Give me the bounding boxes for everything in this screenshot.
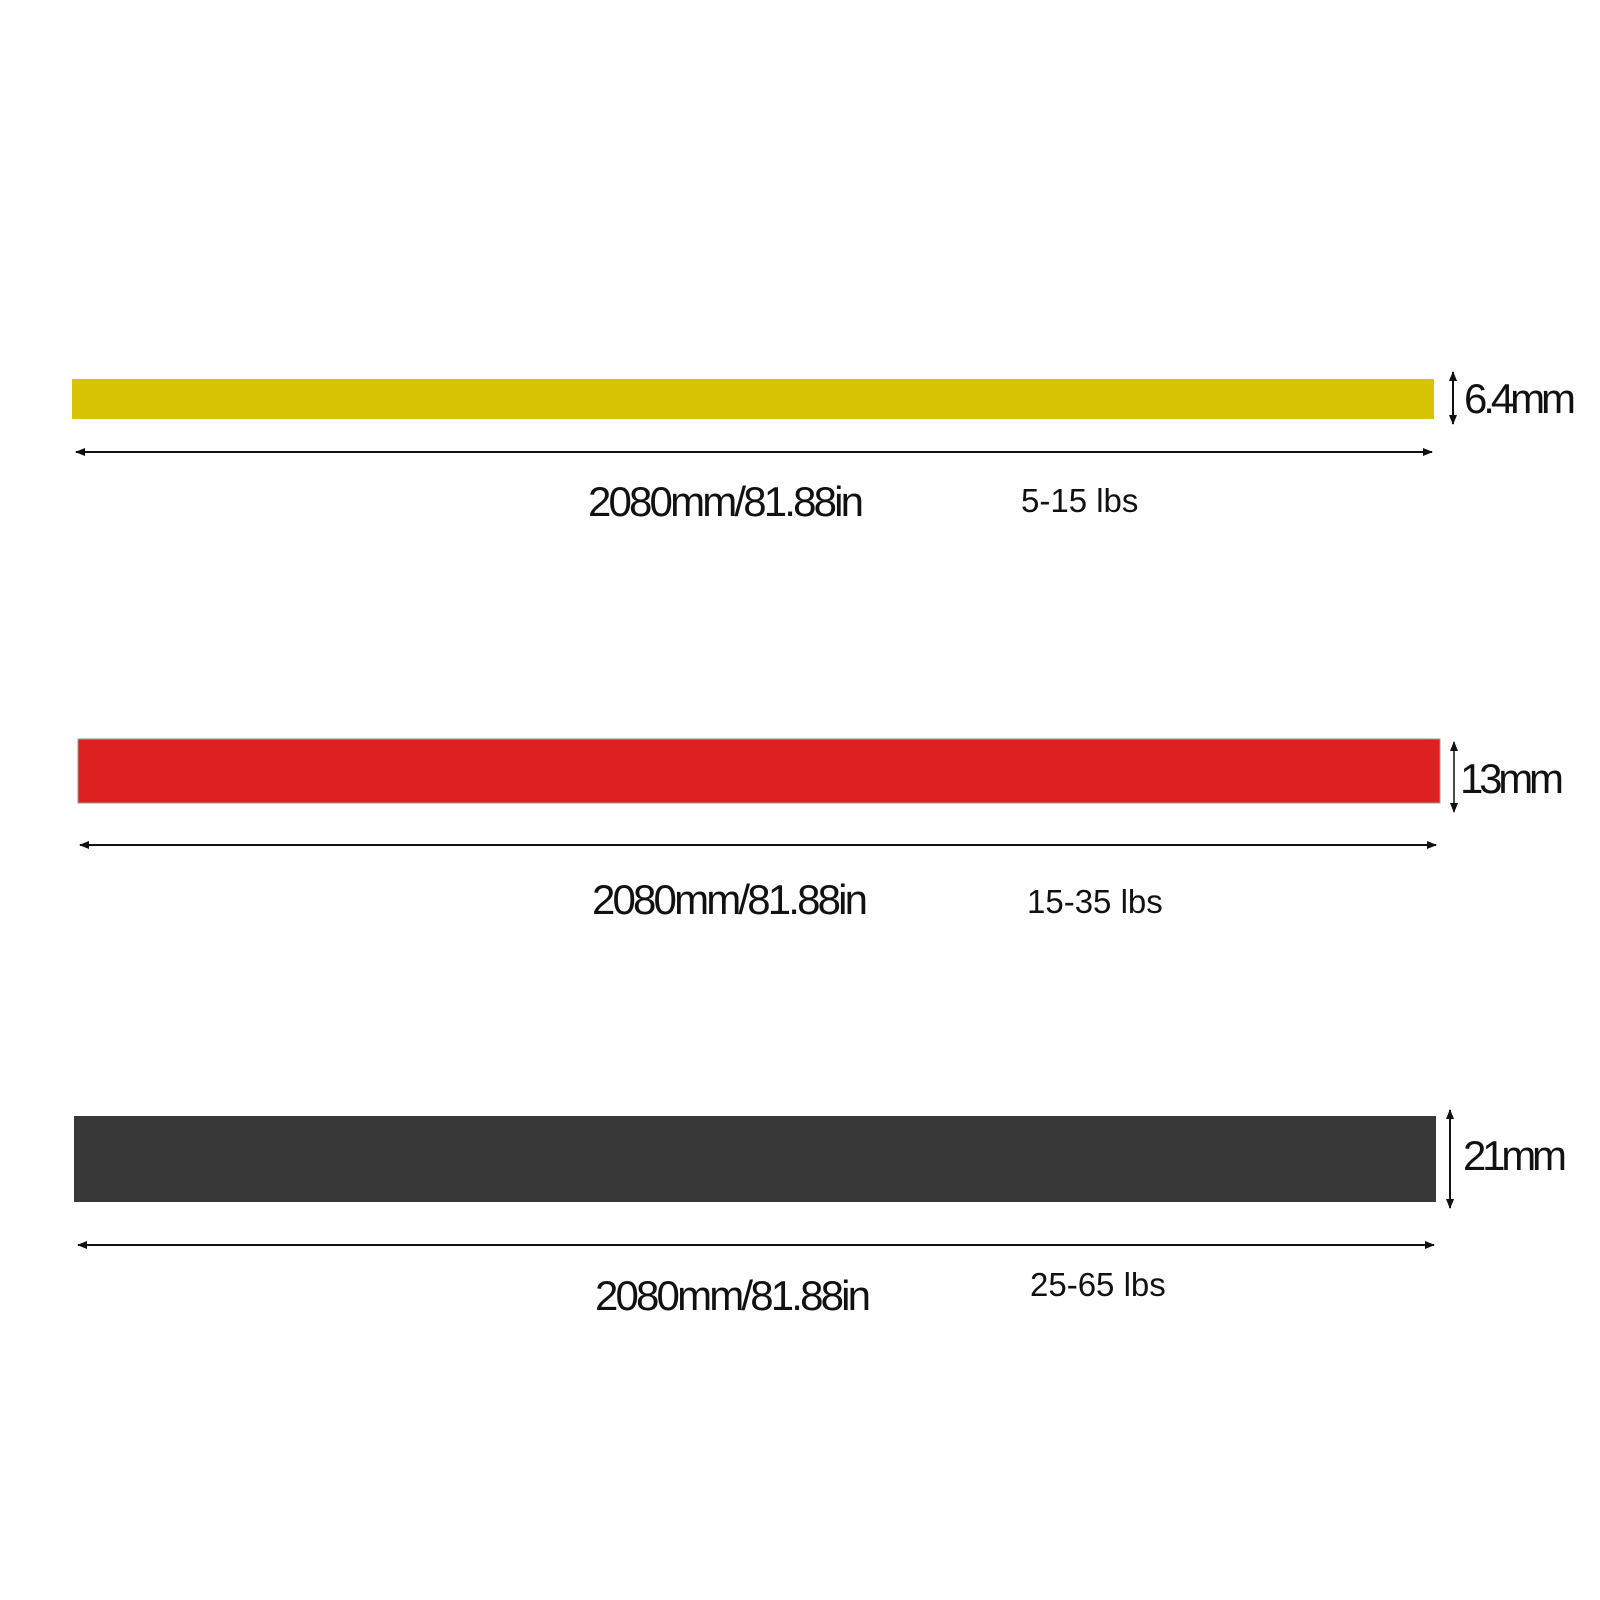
thickness-label: 21mm xyxy=(1463,1132,1567,1179)
band-red: 13mm 2080mm/81.88in 15-35 lbs xyxy=(77,738,1564,923)
band-bar xyxy=(74,1116,1436,1202)
length-label: 2080mm/81.88in xyxy=(595,1272,871,1319)
thickness-label: 13mm xyxy=(1460,755,1564,802)
resistance-label: 15-35 lbs xyxy=(1027,883,1163,920)
band-bar xyxy=(72,379,1434,419)
length-label: 2080mm/81.88in xyxy=(588,478,864,525)
band-yellow: 6.4mm 2080mm/81.88in 5-15 lbs xyxy=(72,371,1576,525)
resistance-label: 25-65 lbs xyxy=(1030,1266,1166,1303)
band-black: 21mm 2080mm/81.88in 25-65 lbs xyxy=(74,1109,1567,1319)
resistance-label: 5-15 lbs xyxy=(1021,482,1138,519)
band-bar xyxy=(77,738,1441,804)
thickness-label: 6.4mm xyxy=(1464,375,1576,422)
length-label: 2080mm/81.88in xyxy=(592,876,868,923)
